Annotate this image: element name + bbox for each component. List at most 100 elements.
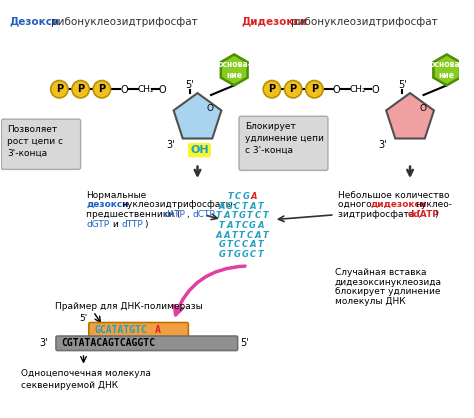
Text: Дезокси: Дезокси — [9, 17, 59, 27]
Text: T: T — [239, 231, 245, 240]
Text: T: T — [257, 240, 263, 249]
Text: CH₂: CH₂ — [137, 85, 154, 94]
Text: T: T — [216, 211, 222, 220]
Text: ): ) — [434, 210, 438, 219]
FancyBboxPatch shape — [1, 119, 81, 169]
Text: C: C — [246, 231, 253, 240]
Text: P: P — [290, 84, 297, 94]
Text: T: T — [227, 240, 232, 249]
Text: P: P — [98, 84, 105, 94]
Text: одного: одного — [337, 200, 374, 209]
Text: dATP: dATP — [164, 210, 185, 219]
Text: P: P — [56, 84, 63, 94]
Text: A: A — [155, 325, 161, 335]
Circle shape — [306, 81, 323, 98]
Text: A: A — [219, 201, 225, 211]
Text: T: T — [257, 201, 263, 211]
Text: 5': 5' — [240, 338, 249, 348]
Text: G: G — [218, 250, 225, 259]
Polygon shape — [433, 54, 460, 85]
Circle shape — [263, 81, 281, 98]
Polygon shape — [386, 93, 434, 138]
Text: блокирует удлинение: блокирует удлинение — [335, 287, 440, 296]
Text: O: O — [207, 104, 214, 113]
Text: A: A — [216, 231, 222, 240]
Text: ddATP: ddATP — [407, 210, 439, 219]
Text: G: G — [238, 211, 246, 220]
Text: G: G — [226, 201, 233, 211]
FancyBboxPatch shape — [239, 116, 328, 171]
Text: O: O — [159, 85, 166, 95]
FancyBboxPatch shape — [89, 323, 188, 337]
Text: основа-
ние: основа- ние — [430, 60, 464, 79]
Text: молекулы ДНК: молекулы ДНК — [335, 297, 405, 306]
Text: 5': 5' — [79, 314, 88, 323]
Text: C: C — [234, 240, 240, 249]
Text: C: C — [249, 250, 255, 259]
Text: 3': 3' — [166, 140, 175, 150]
Text: T: T — [234, 221, 240, 230]
Text: O: O — [419, 104, 426, 113]
Text: дидезокси: дидезокси — [371, 200, 427, 209]
Text: 5': 5' — [185, 80, 194, 90]
FancyBboxPatch shape — [56, 336, 237, 351]
Text: Небольшое количество: Небольшое количество — [337, 191, 449, 200]
Text: A: A — [249, 240, 256, 249]
Text: A: A — [254, 231, 261, 240]
Text: предшественники (: предшественники ( — [86, 210, 181, 219]
Text: T: T — [231, 211, 237, 220]
Text: T: T — [257, 250, 263, 259]
Text: ,: , — [216, 210, 219, 219]
Text: O: O — [372, 85, 379, 95]
Text: основа-
ние: основа- ние — [217, 60, 251, 79]
Text: T: T — [227, 250, 232, 259]
Text: dCTP: dCTP — [192, 210, 215, 219]
Polygon shape — [221, 54, 247, 85]
Text: O: O — [333, 85, 340, 95]
Text: Случайная вставка: Случайная вставка — [335, 268, 426, 277]
Text: ,: , — [187, 210, 192, 219]
Text: dGTP: dGTP — [86, 219, 109, 229]
Text: A: A — [223, 231, 230, 240]
Text: 3': 3' — [379, 140, 387, 150]
Text: A: A — [223, 211, 230, 220]
Text: и: и — [109, 219, 121, 229]
Text: 5': 5' — [398, 80, 407, 90]
Text: O: O — [120, 85, 128, 95]
Circle shape — [51, 81, 68, 98]
Text: T: T — [242, 201, 248, 211]
Text: G: G — [241, 250, 248, 259]
Text: G: G — [242, 192, 249, 201]
Text: A: A — [249, 201, 256, 211]
Text: C: C — [235, 192, 241, 201]
Text: P: P — [77, 84, 84, 94]
Text: G: G — [249, 221, 256, 230]
Text: C: C — [242, 221, 248, 230]
Text: P: P — [311, 84, 318, 94]
Circle shape — [72, 81, 89, 98]
Text: T: T — [219, 221, 225, 230]
Polygon shape — [173, 93, 221, 138]
Text: нуклеозидтрифосфаты-: нуклеозидтрифосфаты- — [121, 200, 236, 209]
Text: T: T — [231, 231, 237, 240]
Text: dTTP: dTTP — [121, 219, 143, 229]
Text: G: G — [234, 250, 240, 259]
Text: T: T — [247, 211, 253, 220]
Text: Одноцепочечная молекула
секвенируемой ДНК: Одноцепочечная молекула секвенируемой ДН… — [21, 370, 151, 390]
Text: OH: OH — [190, 145, 209, 155]
Text: Нормальные: Нормальные — [86, 191, 146, 200]
Text: зидтрифосфата (: зидтрифосфата ( — [337, 210, 420, 219]
Text: T: T — [262, 231, 268, 240]
Text: G: G — [218, 240, 225, 249]
Text: A: A — [226, 221, 233, 230]
Text: дидезоксинуклеозида: дидезоксинуклеозида — [335, 278, 442, 287]
Text: P: P — [268, 84, 275, 94]
Text: A: A — [250, 192, 257, 201]
Text: CH₂: CH₂ — [349, 85, 366, 94]
Circle shape — [93, 81, 110, 98]
Text: GCATATGTC: GCATATGTC — [94, 325, 147, 335]
Text: C: C — [242, 240, 248, 249]
Circle shape — [284, 81, 302, 98]
Text: T: T — [262, 211, 268, 220]
Text: Дидезокси: Дидезокси — [241, 17, 307, 27]
